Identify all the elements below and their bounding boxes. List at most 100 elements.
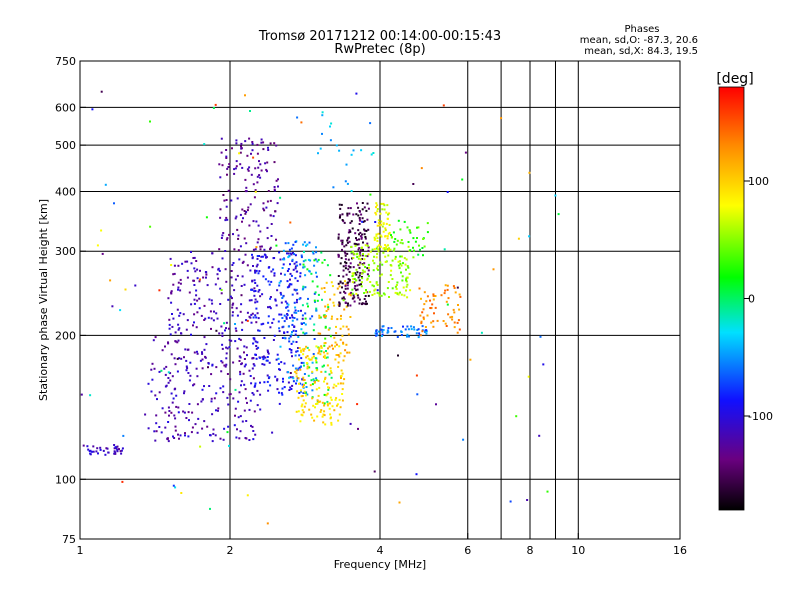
data-point	[271, 431, 274, 434]
data-point	[295, 382, 297, 385]
data-point	[306, 393, 309, 396]
data-point	[302, 263, 305, 266]
data-point	[338, 203, 341, 206]
data-point	[362, 253, 364, 255]
data-point	[305, 362, 308, 364]
data-point	[346, 212, 349, 215]
data-point	[347, 207, 350, 210]
data-point	[212, 428, 215, 431]
data-point	[329, 396, 332, 399]
data-point	[173, 357, 176, 360]
data-point	[392, 249, 395, 252]
data-point	[346, 284, 349, 287]
data-point	[360, 213, 363, 216]
data-point	[363, 233, 366, 236]
data-point	[341, 243, 344, 246]
data-point	[283, 331, 286, 334]
data-point	[286, 252, 288, 255]
data-point	[269, 296, 272, 298]
data-point	[365, 291, 368, 294]
data-point	[320, 370, 323, 373]
data-point	[270, 280, 273, 283]
data-point	[293, 262, 296, 265]
data-point	[307, 357, 310, 360]
data-point	[287, 268, 290, 270]
data-point	[287, 325, 290, 328]
data-point	[179, 289, 182, 292]
data-point	[265, 168, 268, 171]
data-point	[203, 304, 206, 307]
data-point	[259, 230, 262, 233]
data-point	[209, 434, 211, 437]
data-point	[390, 269, 393, 272]
data-point	[239, 245, 242, 248]
data-point	[255, 246, 258, 249]
data-point	[361, 202, 364, 204]
data-point	[293, 317, 296, 319]
data-point	[423, 303, 426, 306]
data-point	[243, 351, 245, 354]
data-point	[406, 226, 409, 229]
data-point	[275, 179, 278, 182]
data-point	[221, 343, 224, 346]
data-point	[346, 252, 349, 255]
data-point	[178, 327, 181, 330]
data-point	[358, 298, 361, 301]
data-point	[446, 303, 449, 306]
data-point	[256, 241, 259, 244]
data-point	[412, 237, 415, 240]
data-point	[394, 255, 397, 258]
data-point	[204, 271, 207, 273]
data-point	[272, 257, 275, 260]
data-point	[316, 402, 319, 405]
data-point	[239, 338, 242, 341]
y-tick-label: 75	[62, 533, 76, 546]
data-point	[302, 386, 305, 388]
data-point	[174, 425, 177, 428]
data-point	[258, 270, 261, 273]
data-point	[418, 332, 421, 335]
data-point	[235, 142, 238, 145]
data-point	[244, 363, 247, 366]
data-point	[292, 380, 295, 383]
data-point	[208, 298, 211, 301]
data-point	[246, 494, 249, 497]
data-point	[404, 328, 407, 331]
data-point	[308, 408, 311, 411]
data-point	[224, 365, 227, 368]
data-point	[365, 209, 368, 212]
data-point	[180, 332, 182, 335]
data-point	[323, 402, 326, 405]
data-point	[184, 348, 187, 351]
data-point	[250, 173, 253, 176]
data-point	[337, 237, 340, 240]
data-point	[297, 396, 300, 399]
data-point	[307, 305, 309, 308]
data-point	[328, 402, 331, 405]
data-point	[236, 314, 239, 317]
data-point	[324, 305, 327, 308]
data-point	[351, 272, 354, 275]
data-point	[326, 404, 329, 407]
data-point	[335, 343, 338, 346]
data-point	[286, 331, 289, 334]
data-point	[390, 236, 393, 239]
data-point	[325, 315, 327, 318]
data-point	[321, 132, 323, 135]
data-point	[374, 221, 377, 223]
data-point	[259, 393, 262, 396]
data-point	[300, 361, 303, 364]
data-point	[317, 394, 320, 397]
data-point	[395, 243, 398, 246]
data-point	[277, 357, 280, 360]
data-point	[223, 199, 226, 202]
data-point	[421, 325, 424, 328]
data-point	[315, 307, 318, 310]
data-point	[443, 292, 446, 295]
data-point	[469, 358, 472, 361]
data-point	[290, 333, 293, 336]
data-point	[254, 314, 257, 317]
data-point	[287, 252, 290, 255]
data-point	[188, 403, 191, 405]
data-point	[413, 249, 415, 252]
